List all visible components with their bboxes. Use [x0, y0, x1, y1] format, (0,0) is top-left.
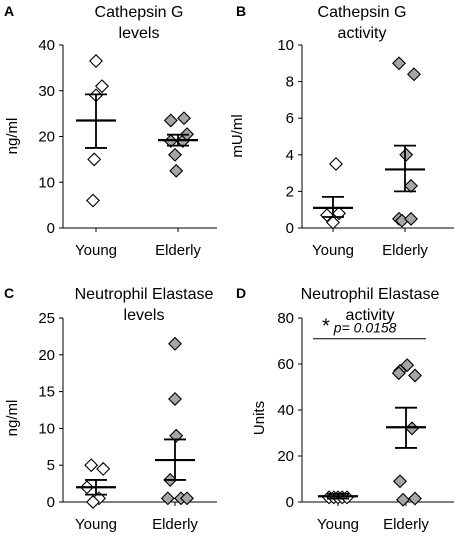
- data-point: [320, 208, 334, 223]
- y-tick-label: 0: [47, 220, 55, 237]
- data-point: [408, 491, 422, 506]
- data-point: [407, 67, 421, 82]
- data-point: [169, 163, 184, 178]
- data-point: [180, 491, 194, 506]
- data-point: [326, 215, 340, 230]
- panel-letter: B: [236, 3, 246, 19]
- panel-d: D Neutrophil Elastase activity Units 0 20 40 60…: [236, 285, 454, 533]
- chart-title-line-2: activity: [346, 307, 395, 324]
- data-point: [86, 193, 100, 208]
- data-point: [405, 421, 419, 436]
- y-tick-label: 15: [38, 384, 55, 401]
- y-tick-label: 2: [286, 183, 294, 200]
- significance-annotation: * p= 0.0158: [313, 316, 426, 340]
- chart-title-line-2: levels: [119, 25, 160, 42]
- y-tick-label: 40: [277, 402, 294, 419]
- series-elderly: [385, 56, 425, 228]
- chart-title-line-2: activity: [338, 25, 387, 42]
- panel-b: B Cathepsin G activity mU/ml 0 2 4 6 8 10 Young Eld…: [229, 3, 454, 259]
- y-tick-label: 0: [286, 220, 294, 237]
- y-tick-label: 0: [47, 494, 55, 511]
- panel-letter: A: [4, 3, 14, 19]
- y-tick-label: 0: [286, 494, 294, 511]
- y-tick-label: 10: [277, 37, 294, 54]
- chart-title-line-1: Neutrophil Elastase: [301, 286, 440, 303]
- data-point: [86, 495, 100, 509]
- data-point: [400, 358, 415, 373]
- y-tick-label: 4: [286, 147, 294, 164]
- data-point: [391, 366, 406, 381]
- data-point: [392, 56, 406, 71]
- data-point: [84, 458, 99, 473]
- x-tick-label-elderly: Elderly: [152, 516, 198, 533]
- series-elderly: [155, 336, 195, 506]
- series-young: [318, 490, 358, 505]
- y-tick-label: 20: [38, 129, 55, 146]
- panel-letter: C: [4, 285, 14, 301]
- data-point: [404, 211, 418, 226]
- x-tick-label-young: Young: [75, 242, 117, 259]
- y-tick-label: 60: [277, 356, 294, 373]
- y-tick-label: 5: [47, 457, 55, 474]
- data-point: [163, 113, 178, 128]
- data-point: [399, 147, 414, 162]
- significance-text: * p= 0.0158: [322, 316, 397, 338]
- y-tick-label: 25: [38, 310, 55, 327]
- chart-title-line-1: Cathepsin G: [318, 4, 407, 21]
- y-tick-label: 6: [286, 110, 294, 127]
- series-elderly: [386, 358, 426, 507]
- chart-title-line-2: levels: [124, 307, 165, 324]
- y-tick-label: 10: [38, 174, 55, 191]
- y-axis-label: ng/ml: [4, 118, 21, 155]
- y-axis-label: Units: [251, 401, 268, 435]
- data-point: [168, 336, 182, 351]
- data-point: [329, 156, 343, 171]
- data-point: [168, 147, 182, 162]
- y-tick-label: 30: [38, 83, 55, 100]
- y-axis-label: ng/ml: [4, 400, 21, 437]
- y-tick-label: 40: [38, 37, 55, 54]
- data-point: [404, 178, 418, 193]
- significance-star: *: [322, 316, 330, 338]
- p-value-text: p= 0.0158: [333, 320, 397, 336]
- data-point: [160, 491, 175, 506]
- y-tick-label: 80: [277, 310, 294, 327]
- y-tick-label: 8: [286, 74, 294, 91]
- data-point: [396, 492, 410, 507]
- x-tick-label-elderly: Elderly: [382, 242, 428, 259]
- panel-a: A Cathepsin G levels ng/ml 0 10 20 30 40 Young Eld…: [4, 3, 217, 259]
- chart-title-line-1: Neutrophil Elastase: [75, 286, 214, 303]
- panel-c: C Neutrophil Elastase levels ng/ml 0 5 10 15 20 2…: [4, 285, 217, 533]
- series-young: [76, 458, 116, 509]
- x-tick-label-elderly: Elderly: [155, 242, 201, 259]
- x-tick-label-young: Young: [317, 516, 359, 533]
- series-young: [76, 54, 116, 208]
- panel-letter: D: [236, 285, 246, 301]
- series-elderly: [158, 111, 198, 178]
- data-point: [87, 152, 102, 167]
- data-point: [177, 111, 191, 126]
- x-tick-label-elderly: Elderly: [383, 516, 429, 533]
- y-tick-label: 20: [38, 347, 55, 364]
- data-point: [96, 461, 111, 476]
- y-axis-label: mU/ml: [229, 114, 246, 157]
- data-point: [393, 474, 407, 489]
- y-tick-label: 20: [277, 448, 294, 465]
- x-tick-label-young: Young: [75, 516, 117, 533]
- data-point: [89, 54, 103, 68]
- x-tick-label-young: Young: [312, 242, 354, 259]
- data-point: [408, 368, 422, 383]
- y-tick-label: 10: [38, 420, 55, 437]
- series-young: [313, 156, 353, 230]
- chart-title-line-1: Cathepsin G: [95, 4, 184, 21]
- data-point: [168, 391, 182, 406]
- data-point: [95, 79, 109, 94]
